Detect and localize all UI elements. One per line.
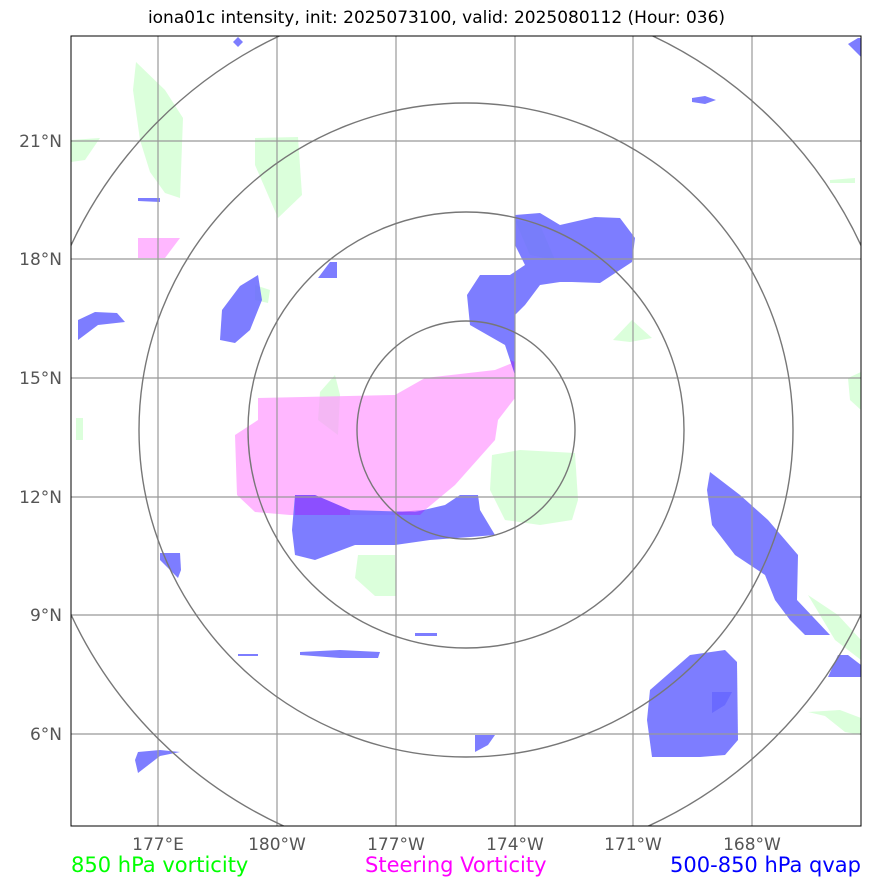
legend-qvap: 500-850 hPa qvap xyxy=(670,853,861,877)
steering-patch xyxy=(235,362,515,515)
vort850-patch xyxy=(76,418,83,440)
qvap-patch xyxy=(238,654,258,656)
overlap-patch xyxy=(295,495,350,515)
lat-tick-labels: 21°N 18°N 15°N 12°N 9°N 6°N xyxy=(19,132,62,745)
lon-tick-label: 174°W xyxy=(486,835,544,855)
steering-layer xyxy=(138,238,515,515)
lat-tick-label: 21°N xyxy=(19,132,62,152)
lon-tick-label: 171°W xyxy=(604,835,662,855)
lat-tick-label: 18°N xyxy=(19,250,62,270)
range-rings xyxy=(71,36,861,826)
qvap-patch xyxy=(467,213,635,375)
map-layers xyxy=(71,36,861,826)
lat-tick-label: 12°N xyxy=(19,488,62,508)
legend-steering-vorticity: Steering Vorticity xyxy=(365,853,547,877)
qvap-patch xyxy=(415,633,437,636)
qvap-patch xyxy=(135,750,180,773)
vort850-patch xyxy=(848,372,861,410)
qvap-patch xyxy=(475,735,495,752)
lon-tick-label: 168°W xyxy=(723,835,781,855)
qvap-patch xyxy=(712,692,732,713)
vort850-patch xyxy=(255,137,302,218)
overlap-layer xyxy=(295,360,515,515)
lon-tick-label: 177°W xyxy=(367,835,425,855)
steering-patch xyxy=(138,238,180,258)
qvap-patch xyxy=(848,38,861,57)
plot-title: iona01c intensity, init: 2025073100, val… xyxy=(147,8,726,28)
qvap-patch xyxy=(233,37,243,47)
qvap-patch xyxy=(318,262,337,278)
range-ring xyxy=(356,320,576,540)
vort850-patch xyxy=(808,710,861,735)
vort850-patch xyxy=(490,450,578,525)
legend-850-vorticity: 850 hPa vorticity xyxy=(71,853,249,877)
lat-tick-label: 15°N xyxy=(19,369,62,389)
qvap-patch xyxy=(220,275,262,343)
qvap-patch xyxy=(300,650,380,658)
qvap-patch xyxy=(138,198,160,202)
lon-tick-labels: 177°E 180°W 177°W 174°W 171°W 168°W xyxy=(132,835,781,855)
vort850-patch xyxy=(830,178,855,183)
vort850-patch xyxy=(808,595,861,660)
plot-frame xyxy=(70,35,862,827)
qvap-patch xyxy=(78,312,125,340)
vort850-patch xyxy=(355,555,396,596)
lat-tick-label: 9°N xyxy=(30,606,62,626)
lat-tick-label: 6°N xyxy=(30,725,62,745)
qvap-patch xyxy=(647,650,738,757)
qvap-patch xyxy=(692,96,716,104)
lon-tick-label: 177°E xyxy=(132,835,184,855)
overlap-patch xyxy=(395,510,425,515)
vort850-patch xyxy=(71,138,100,162)
range-ring xyxy=(247,211,685,649)
range-ring xyxy=(138,102,794,758)
overlap-patch xyxy=(510,360,515,375)
graticule xyxy=(71,36,861,826)
lon-tick-label: 180°W xyxy=(248,835,306,855)
qvap-patch xyxy=(160,553,181,578)
